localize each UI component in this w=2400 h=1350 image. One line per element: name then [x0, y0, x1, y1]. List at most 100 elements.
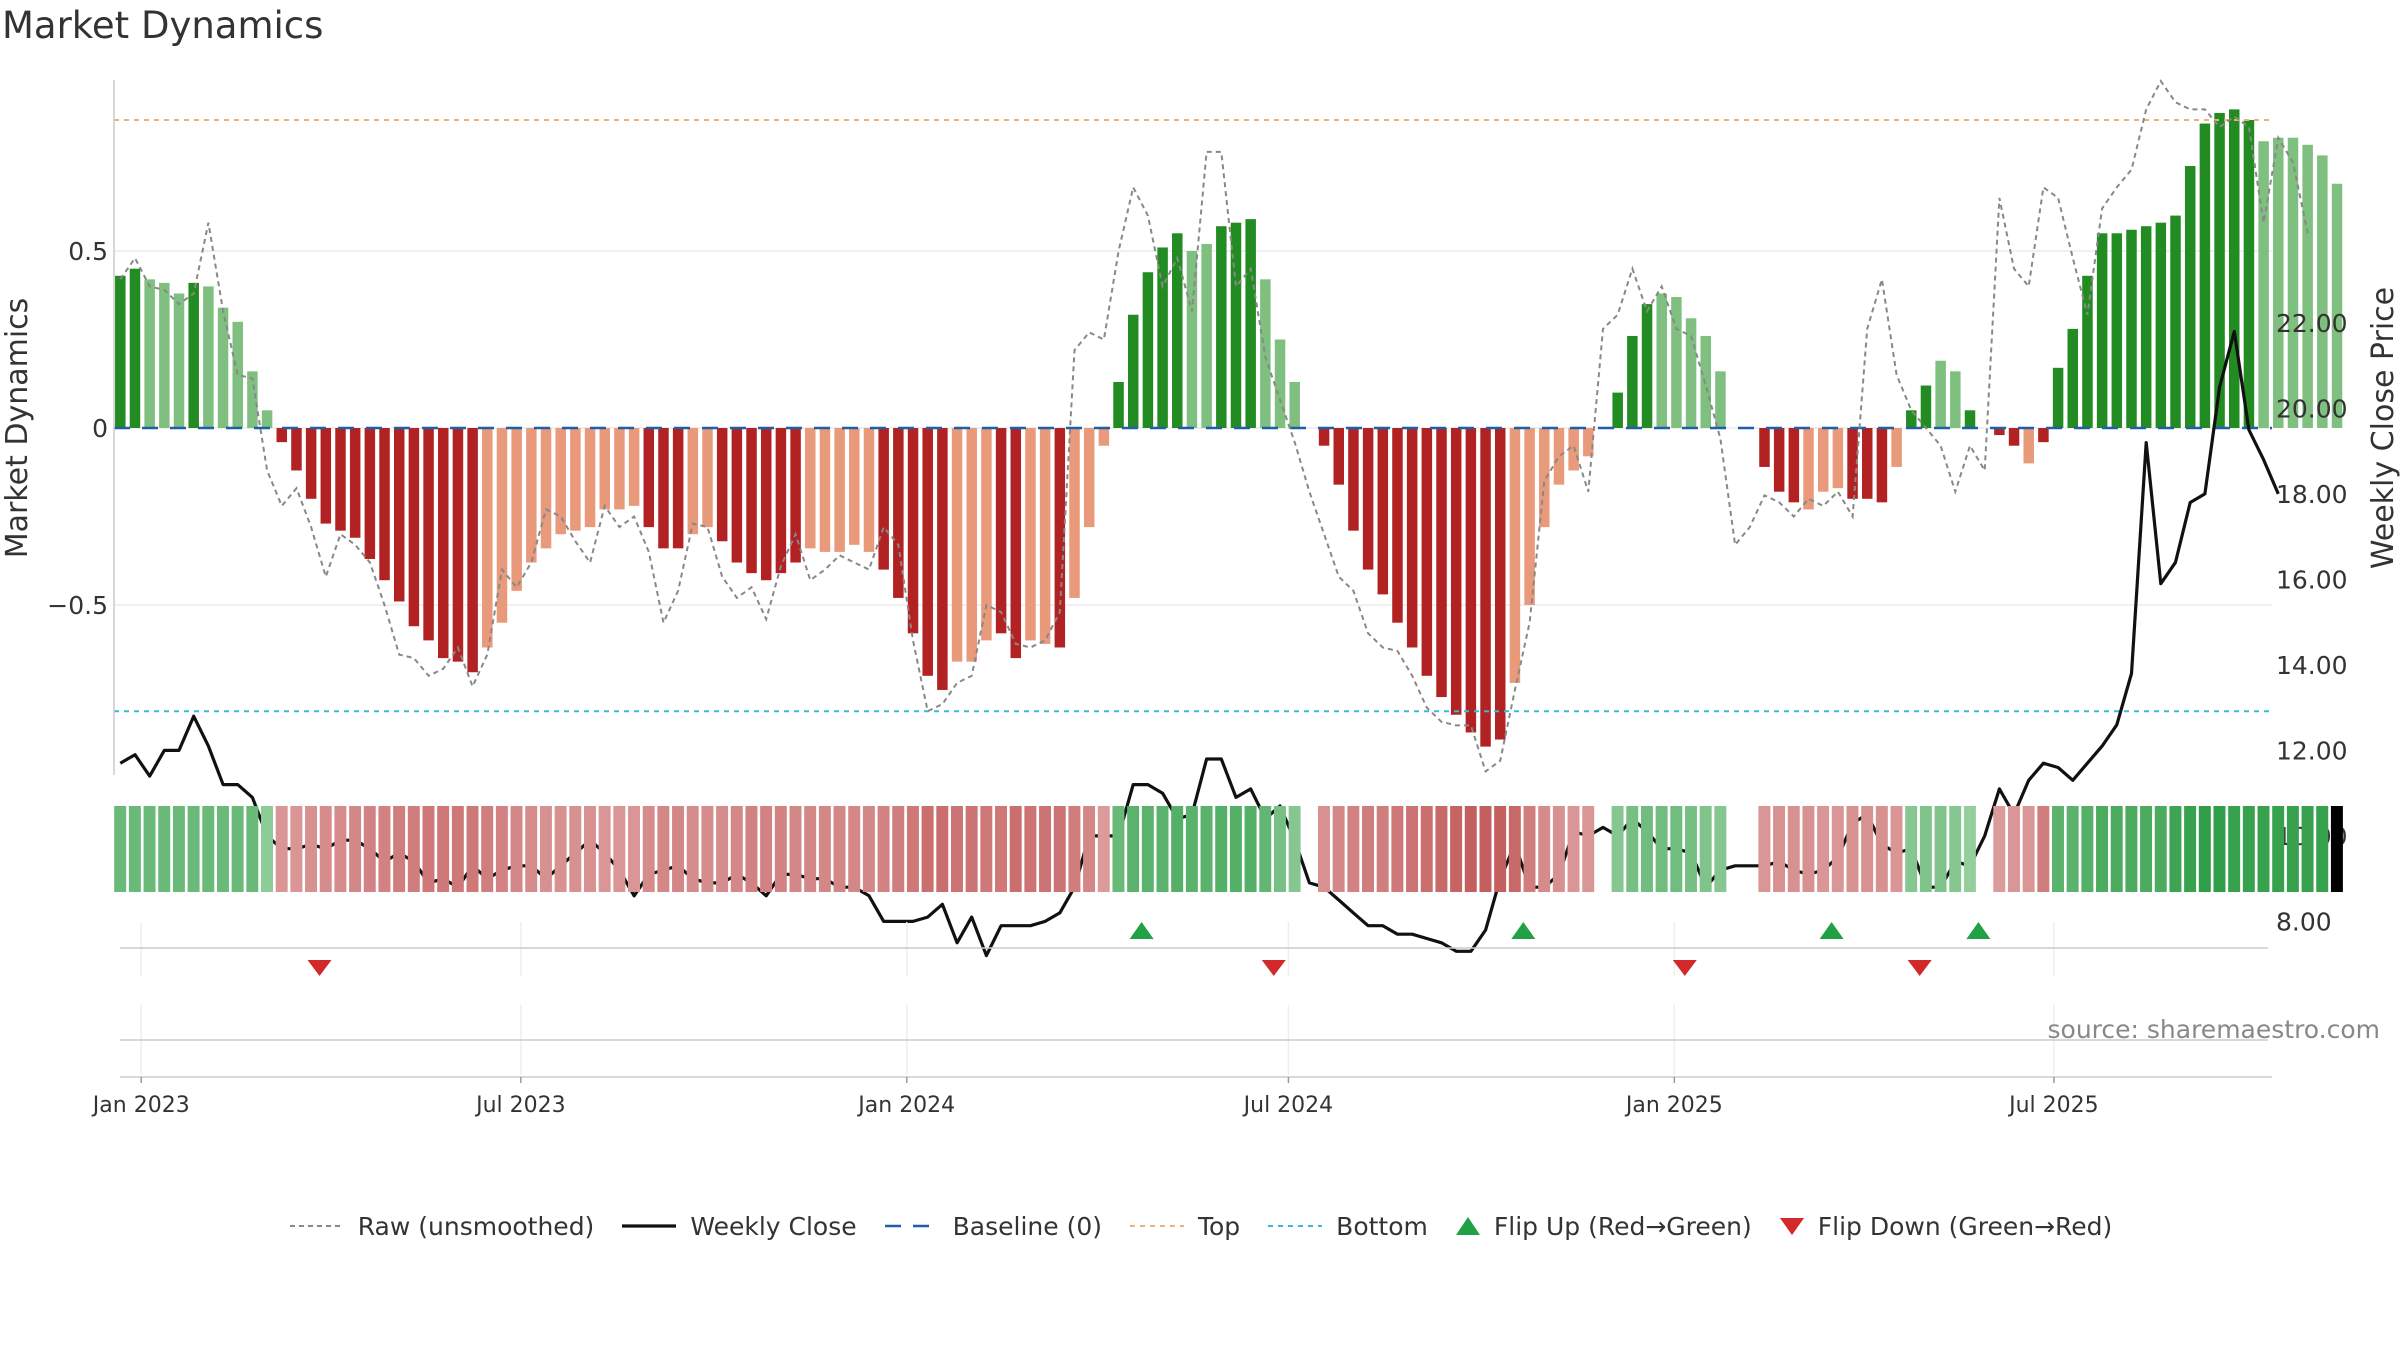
dynamics-bar — [951, 428, 963, 662]
legend-swatch — [1778, 1214, 1806, 1238]
heat-cell — [848, 806, 861, 892]
dynamics-bar — [1935, 360, 1946, 428]
heat-cell — [1127, 806, 1140, 892]
dynamics-bar — [1039, 428, 1051, 644]
heat-cell — [319, 806, 332, 892]
dynamics-bar — [423, 428, 434, 641]
dynamics-bar — [291, 428, 302, 471]
heat-cell — [2066, 806, 2079, 892]
dynamics-bar — [1494, 428, 1506, 740]
heat-cell — [1846, 806, 1859, 892]
dynamics-bar — [496, 428, 508, 623]
dynamics-bar — [2287, 137, 2299, 428]
dynamics-bar — [482, 428, 493, 648]
heat-cell — [598, 806, 611, 892]
heat-cell — [1259, 806, 1272, 892]
heat-cell — [216, 806, 229, 892]
heat-cell — [2022, 806, 2035, 892]
heat-cell — [1288, 806, 1301, 892]
dynamics-bar — [1450, 428, 1462, 715]
axes: 0.50−0.58.0010.0012.0014.0016.0018.0020.… — [0, 80, 2400, 1118]
legend-swatch — [1454, 1214, 1482, 1238]
dynamics-bar — [731, 428, 743, 563]
dynamics-bar — [1025, 428, 1036, 641]
heat-cell — [231, 806, 244, 892]
heat-cell — [1905, 806, 1918, 892]
dynamics-bar — [2331, 183, 2343, 428]
dynamics-bar — [1333, 428, 1345, 485]
heat-cell — [2081, 806, 2094, 892]
heat-cell — [862, 806, 875, 892]
heat-cell — [1714, 806, 1727, 892]
heat-cell — [1699, 806, 1712, 892]
dynamics-bar — [2214, 112, 2225, 428]
heat-cell — [2330, 806, 2343, 892]
dynamics-bar — [1891, 428, 1902, 467]
heat-cell — [128, 806, 141, 892]
heat-cell — [1582, 806, 1595, 892]
dynamics-bar — [1318, 428, 1330, 446]
heat-cell — [1024, 806, 1037, 892]
dynamics-bar — [2111, 233, 2123, 428]
heat-cell — [628, 806, 640, 892]
dynamics-bar — [320, 428, 332, 524]
dynamics-bar — [1583, 428, 1594, 457]
heat-cell — [158, 806, 171, 892]
dynamics-bar — [1553, 428, 1565, 485]
dynamics-bar — [2199, 123, 2211, 428]
heat-cell — [1817, 806, 1830, 892]
dynamics-bar — [1465, 428, 1477, 733]
heat-cell — [1406, 806, 1419, 892]
heat-cell — [1244, 806, 1257, 892]
dynamics-bar — [1083, 428, 1095, 528]
heat-cell — [1009, 806, 1022, 892]
heat-cell — [437, 806, 450, 892]
dynamics-bar — [2170, 215, 2181, 428]
flip-down-marker — [307, 960, 332, 976]
heat-cell — [686, 806, 699, 892]
dynamics-bar — [408, 428, 420, 627]
dynamics-bar — [716, 428, 728, 542]
heat-cell — [1626, 806, 1639, 892]
heat-cell — [407, 806, 420, 892]
heat-cell — [1831, 806, 1844, 892]
flip-up-marker — [1129, 922, 1154, 939]
dynamics-bar — [1289, 381, 1300, 428]
heat-cell — [1376, 806, 1389, 892]
heat-cell — [1435, 806, 1448, 892]
dynamics-bar — [364, 428, 376, 559]
heat-cell — [1655, 806, 1668, 892]
legend-swatch — [883, 1216, 941, 1236]
heat-cell — [1611, 806, 1624, 892]
legend-swatch — [288, 1216, 346, 1236]
dynamics-bar — [849, 428, 860, 545]
dynamics-bar — [1421, 428, 1433, 676]
dynamics-bar — [1524, 428, 1535, 605]
dynamics-bar — [1656, 293, 1667, 428]
heat-cell — [2037, 806, 2050, 892]
heat-cell — [1185, 806, 1198, 892]
dynamics-bar — [1832, 428, 1844, 489]
heat-cell — [2052, 806, 2064, 892]
heat-cell — [495, 806, 508, 892]
dynamics-bar — [2008, 428, 2020, 446]
dynamics-bar — [1715, 371, 1726, 428]
heat-cell — [2007, 806, 2020, 892]
heat-cell — [114, 806, 127, 892]
legend-label: Flip Down (Green→Red) — [1817, 1211, 2113, 1241]
heat-cell — [1567, 806, 1580, 892]
dynamics-bar — [1480, 428, 1491, 747]
dynamics-bar — [452, 428, 464, 662]
heat-cell — [1508, 806, 1521, 892]
dynamics-bar — [203, 286, 214, 428]
heat-cell — [172, 806, 185, 892]
dynamics-bar — [349, 428, 361, 538]
heat-cell — [1758, 806, 1771, 892]
dynamics-bar — [1539, 428, 1550, 528]
heat-cell — [642, 806, 655, 892]
dynamics-bars — [115, 109, 2343, 747]
flip-up-marker — [1966, 922, 1991, 939]
heat-cell — [1684, 806, 1697, 892]
heat-cell — [2257, 806, 2270, 892]
heat-cell — [1861, 806, 1874, 892]
